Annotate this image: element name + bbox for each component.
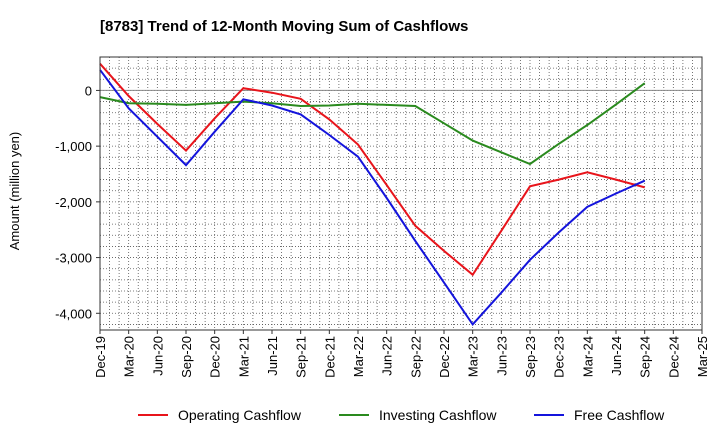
x-tick-label: Sep-24 <box>638 336 653 378</box>
y-tick-label: -4,000 <box>55 306 92 321</box>
x-tick-label: Dec-19 <box>93 336 108 378</box>
x-tick-labels: Dec-19 Mar-20 Jun-20 Sep-20 Dec-20 Mar-21 Jun-… <box>93 330 710 378</box>
operating-cashflow-line <box>99 63 645 277</box>
y-tick-label: 0 <box>85 83 92 98</box>
investing-cashflow-line <box>99 82 646 166</box>
plot-frame <box>99 56 703 331</box>
x-tick-label: Dec-20 <box>208 336 223 378</box>
legend-label-free-cashflow: Free Cashflow <box>574 407 665 423</box>
x-tick-label: Mar-21 <box>236 336 251 377</box>
x-tick-label: Dec-21 <box>322 336 337 378</box>
x-tick-label: Dec-23 <box>552 336 567 378</box>
series-lines <box>99 63 646 327</box>
y-tick-label: -1,000 <box>55 139 92 154</box>
plot-background <box>100 57 702 330</box>
legend: Operating Cashflow Investing Cashflow Free… <box>138 407 665 423</box>
x-tick-label: Dec-24 <box>666 336 681 378</box>
plot-area <box>100 57 702 330</box>
y-tick-label: -3,000 <box>55 251 92 266</box>
x-tick-label: Jun-21 <box>265 336 280 376</box>
legend-label-operating-cashflow: Operating Cashflow <box>178 407 302 423</box>
x-tick-label: Sep-23 <box>523 336 538 378</box>
y-tick-label: -2,000 <box>55 195 92 210</box>
x-tick-label: Sep-20 <box>179 336 194 378</box>
x-tick-label: Mar-23 <box>466 336 481 377</box>
x-tick-label: Mar-25 <box>695 336 710 377</box>
y-tick-labels: 0 -1,000 -2,000 -3,000 -4,000 <box>55 83 100 321</box>
x-tick-label: Jun-22 <box>380 336 395 376</box>
x-tick-label: Sep-22 <box>408 336 423 378</box>
axes <box>99 56 703 331</box>
x-tick-label: Mar-22 <box>351 336 366 377</box>
legend-label-investing-cashflow: Investing Cashflow <box>379 407 497 423</box>
y-axis-label: Amount (million yen) <box>7 132 22 251</box>
free-cashflow-line <box>99 69 646 327</box>
x-tick-label: Sep-21 <box>294 336 309 378</box>
x-tick-label: Jun-23 <box>494 336 509 376</box>
x-tick-label: Jun-24 <box>609 336 624 376</box>
x-tick-label: Dec-22 <box>437 336 452 378</box>
x-tick-label: Mar-20 <box>122 336 137 377</box>
x-tick-label: Jun-20 <box>150 336 165 376</box>
x-tick-label: Mar-24 <box>580 336 595 377</box>
chart-title: [8783] Trend of 12-Month Moving Sum of C… <box>100 18 468 35</box>
